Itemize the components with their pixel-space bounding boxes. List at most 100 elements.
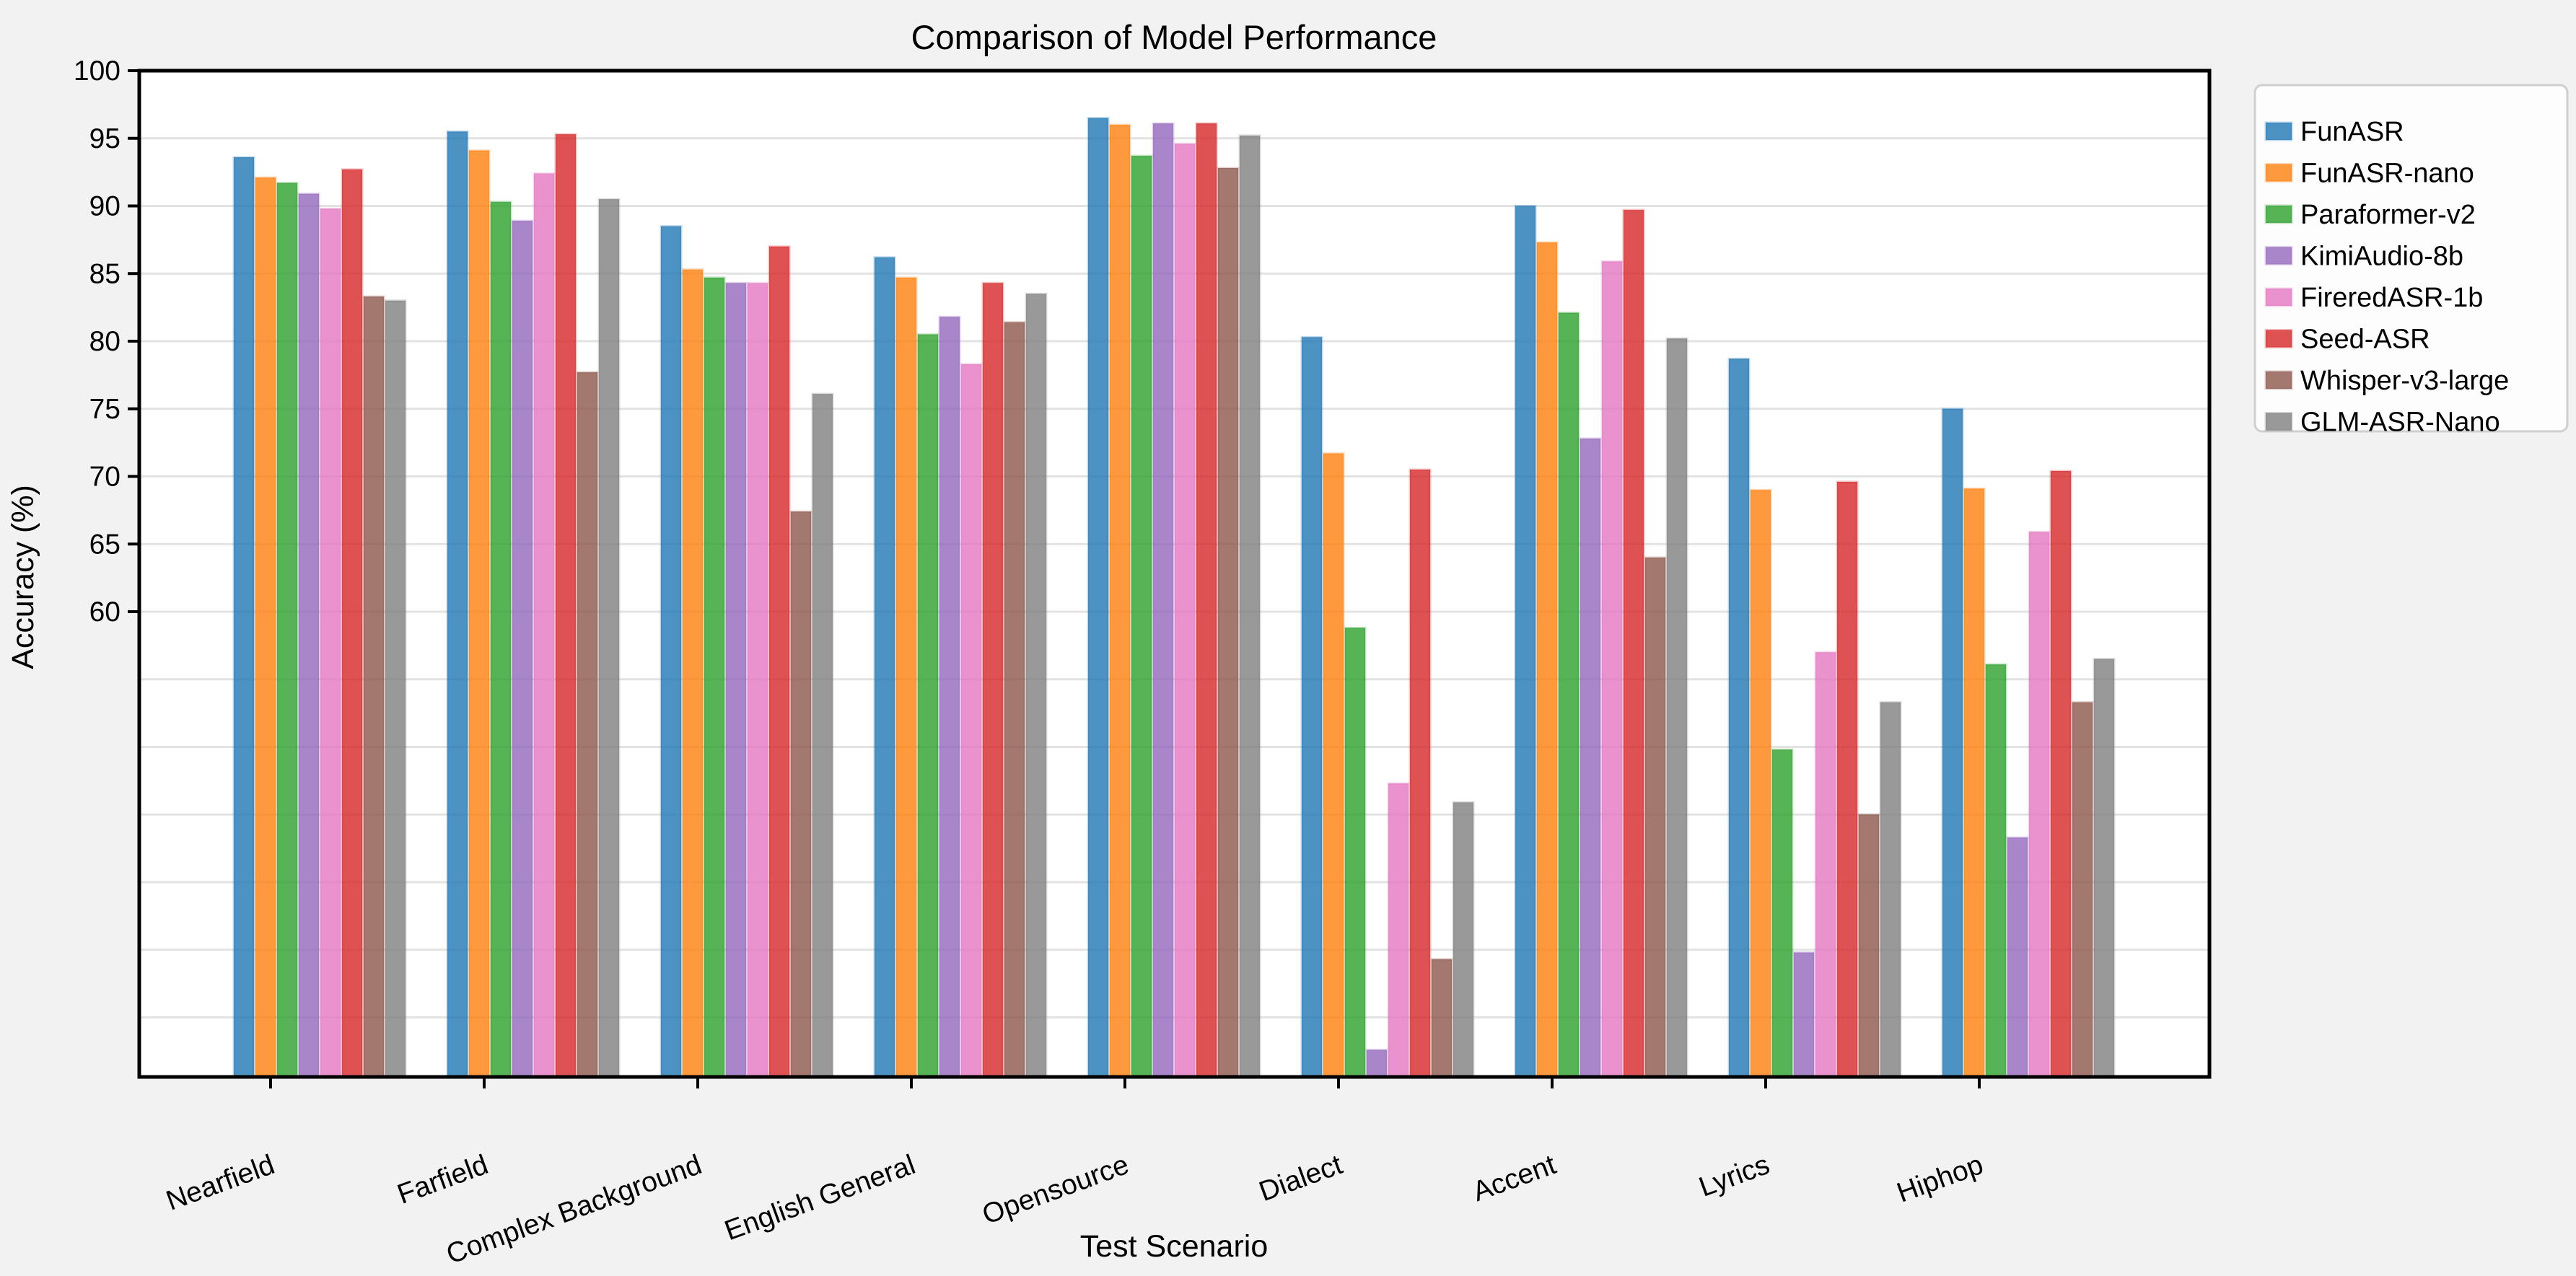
- legend-label: Whisper-v3-large: [2300, 366, 2509, 396]
- legend-swatch: [2264, 370, 2293, 390]
- bar: [254, 176, 277, 1078]
- bar: [681, 268, 704, 1078]
- bar: [1025, 292, 1048, 1078]
- legend-item: Paraformer-v2: [2264, 200, 2476, 230]
- legend-item: KimiAudio-8b: [2264, 242, 2463, 272]
- bar: [1727, 357, 1751, 1078]
- bar: [1749, 488, 1772, 1078]
- bar: [1344, 627, 1367, 1078]
- bar: [384, 299, 407, 1078]
- bar: [981, 281, 1004, 1078]
- bar: [1108, 123, 1131, 1078]
- bar: [533, 172, 556, 1078]
- bar: [1836, 480, 1859, 1078]
- bar: [938, 315, 961, 1078]
- bar: [1514, 205, 1537, 1078]
- x-tick-label: Nearfield: [162, 1149, 279, 1217]
- x-tick-label: Opensource: [978, 1149, 1133, 1231]
- tick-marks: [128, 69, 1981, 1088]
- bar: [746, 281, 769, 1078]
- bar: [1300, 335, 1323, 1078]
- bars: [232, 117, 2116, 1078]
- y-tick-label: 85: [89, 258, 121, 289]
- legend-swatch: [2264, 329, 2293, 348]
- legend-item: FunASR-nano: [2264, 159, 2474, 189]
- legend-item: GLM-ASR-Nano: [2264, 408, 2500, 438]
- bar: [489, 201, 512, 1078]
- bar: [554, 133, 577, 1078]
- x-axis-label: Test Scenario: [1080, 1229, 1269, 1264]
- y-tick-label: 95: [89, 123, 121, 154]
- bar: [2049, 470, 2072, 1078]
- bar: [1087, 117, 1110, 1078]
- bar: [703, 276, 726, 1078]
- bar: [1879, 701, 1902, 1078]
- bar: [1173, 142, 1196, 1078]
- bar: [597, 198, 621, 1078]
- bar: [232, 156, 255, 1078]
- bar: [1409, 468, 1432, 1078]
- y-tick-labels: 60 65 70 75 80 85 90 95 100: [74, 56, 121, 628]
- bar: [576, 371, 599, 1078]
- bar: [2006, 836, 2029, 1078]
- legend-label: Seed-ASR: [2300, 325, 2430, 355]
- legend: FunASR FunASR-nano Paraformer-v2 KimiAudio-…: [2253, 84, 2569, 438]
- bar: [789, 510, 812, 1078]
- bar: [2093, 658, 2116, 1078]
- bar: [1387, 782, 1410, 1078]
- legend-label: GLM-ASR-Nano: [2300, 408, 2500, 438]
- x-tick-label: Lyrics: [1695, 1149, 1774, 1203]
- bar: [960, 363, 983, 1078]
- bar: [895, 276, 918, 1078]
- x-tick-label: Hiphop: [1893, 1149, 1987, 1209]
- bar: [916, 333, 939, 1078]
- legend-swatch: [2264, 204, 2293, 224]
- bar: [1217, 167, 1240, 1078]
- legend-label: FireredASR-1b: [2300, 283, 2483, 313]
- bar: [1665, 337, 1688, 1078]
- bar: [1152, 122, 1175, 1078]
- y-tick-label: 60: [89, 597, 121, 628]
- bar: [660, 225, 683, 1078]
- bar: [1984, 663, 2007, 1078]
- legend-item: FireredASR-1b: [2264, 283, 2483, 313]
- bar: [276, 182, 299, 1078]
- bar: [297, 193, 320, 1078]
- legend-box: [2253, 84, 2569, 433]
- bar: [1557, 312, 1580, 1078]
- bar: [1238, 134, 1261, 1078]
- y-tick-label: 65: [89, 529, 121, 560]
- bar: [319, 207, 342, 1078]
- legend-label: KimiAudio-8b: [2300, 242, 2463, 272]
- legend-label: FunASR-nano: [2300, 159, 2474, 189]
- bar: [468, 149, 491, 1078]
- bar: [1430, 958, 1453, 1078]
- bar: [1963, 487, 1986, 1078]
- legend-item: Seed-ASR: [2264, 325, 2430, 355]
- legend-swatch: [2264, 121, 2293, 141]
- y-tick-label: 80: [89, 326, 121, 357]
- legend-label: FunASR: [2300, 117, 2404, 147]
- bar: [1792, 951, 1815, 1078]
- x-tick-label: Accent: [1468, 1149, 1560, 1207]
- bar: [1814, 651, 1837, 1078]
- legend-swatch: [2264, 163, 2293, 182]
- bar: [1195, 122, 1218, 1078]
- y-tick-label: 75: [89, 394, 121, 425]
- legend-item: FunASR: [2264, 117, 2404, 147]
- bar: [1365, 1049, 1388, 1078]
- x-tick-label: English General: [721, 1149, 919, 1246]
- bar: [811, 392, 834, 1078]
- axes-spines: [137, 69, 2212, 1079]
- bar: [1771, 748, 1794, 1078]
- bar: [1130, 154, 1153, 1078]
- bar: [362, 295, 385, 1078]
- bar: [1535, 241, 1559, 1078]
- bar: [768, 245, 791, 1078]
- bar: [2028, 530, 2051, 1078]
- legend-swatch: [2264, 246, 2293, 265]
- bar: [1622, 208, 1645, 1078]
- bar: [1003, 321, 1026, 1078]
